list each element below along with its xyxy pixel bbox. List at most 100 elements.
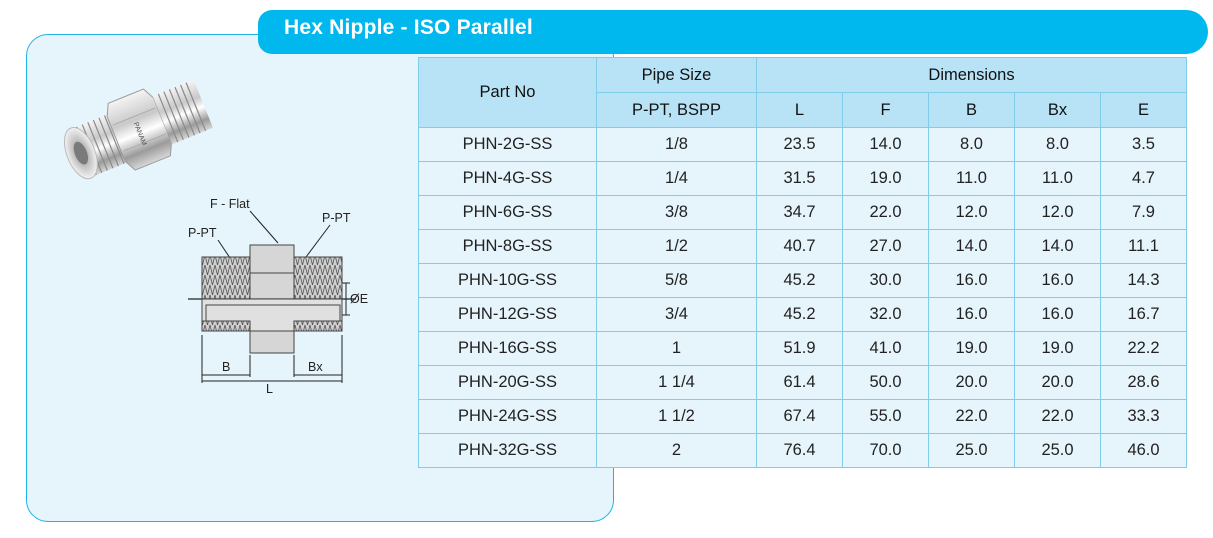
cell-b: 22.0: [928, 399, 1015, 434]
cell-e: 46.0: [1099, 433, 1188, 468]
cell-e: 33.3: [1099, 399, 1188, 434]
cell-f: 27.0: [842, 229, 929, 264]
cross-section-diagram: F - Flat P-PT P-PT ØE B Bx L: [188, 197, 368, 395]
cell-f: 41.0: [842, 331, 929, 366]
cell-l: 31.5: [756, 161, 843, 196]
cell-bx: 20.0: [1014, 365, 1101, 400]
dimension-table-wrap: Part No Pipe Size Dimensions P-PT, BSPP …: [418, 57, 1188, 468]
cell-e: 7.9: [1099, 195, 1188, 230]
table-row: PHN-8G-SS 1/2 40.7 27.0 14.0 14.0 11.1: [418, 229, 1188, 264]
header-dim-f: F: [842, 92, 929, 128]
page-title: Hex Nipple - ISO Parallel: [284, 16, 533, 39]
header-dim-l: L: [756, 92, 843, 128]
cell-part-no: PHN-4G-SS: [418, 161, 597, 196]
dimension-table: Part No Pipe Size Dimensions P-PT, BSPP …: [418, 57, 1188, 468]
cell-l: 45.2: [756, 263, 843, 298]
hex-body: [249, 244, 295, 300]
cell-b: 14.0: [928, 229, 1015, 264]
p-pt-right-leader: [305, 224, 331, 258]
cell-b: 11.0: [928, 161, 1015, 196]
bx-label: Bx: [308, 360, 323, 374]
table-row: PHN-6G-SS 3/8 34.7 22.0 12.0 12.0 7.9: [418, 195, 1188, 230]
cell-l: 51.9: [756, 331, 843, 366]
cell-e: 3.5: [1099, 127, 1188, 162]
oe-label: ØE: [350, 292, 368, 306]
cell-pipe: 3/8: [596, 195, 757, 230]
cell-l: 45.2: [756, 297, 843, 332]
right-thread: [293, 256, 343, 300]
cell-f: 50.0: [842, 365, 929, 400]
cell-f: 70.0: [842, 433, 929, 468]
cell-part-no: PHN-20G-SS: [418, 365, 597, 400]
cell-bx: 12.0: [1014, 195, 1101, 230]
cell-bx: 11.0: [1014, 161, 1101, 196]
cell-pipe: 1/8: [596, 127, 757, 162]
cell-b: 16.0: [928, 297, 1015, 332]
table-row: PHN-16G-SS 1 51.9 41.0 19.0 19.0 22.2: [418, 331, 1188, 366]
header-pipe-size: Pipe Size: [596, 57, 757, 93]
cell-bx: 22.0: [1014, 399, 1101, 434]
cell-bx: 16.0: [1014, 263, 1101, 298]
cell-b: 20.0: [928, 365, 1015, 400]
cell-l: 40.7: [756, 229, 843, 264]
title-bar: [258, 10, 1208, 54]
header-part-no: Part No: [418, 57, 597, 128]
header-dim-bx: Bx: [1014, 92, 1101, 128]
cell-f: 14.0: [842, 127, 929, 162]
cell-e: 22.2: [1099, 331, 1188, 366]
cell-bx: 14.0: [1014, 229, 1101, 264]
cell-pipe: 1 1/4: [596, 365, 757, 400]
cell-e: 11.1: [1099, 229, 1188, 264]
cell-pipe: 1 1/2: [596, 399, 757, 434]
cell-bx: 25.0: [1014, 433, 1101, 468]
cell-part-no: PHN-6G-SS: [418, 195, 597, 230]
cell-f: 30.0: [842, 263, 929, 298]
cell-part-no: PHN-10G-SS: [418, 263, 597, 298]
cell-l: 61.4: [756, 365, 843, 400]
cell-l: 67.4: [756, 399, 843, 434]
cell-bx: 8.0: [1014, 127, 1101, 162]
header-dim-e: E: [1099, 92, 1188, 128]
left-thread: [201, 256, 251, 300]
cell-e: 14.3: [1099, 263, 1188, 298]
p-pt-right-label: P-PT: [322, 211, 351, 225]
l-label: L: [266, 382, 273, 395]
cell-e: 28.6: [1099, 365, 1188, 400]
header-dim-b: B: [928, 92, 1015, 128]
f-flat-label: F - Flat: [210, 197, 250, 211]
table-row: PHN-4G-SS 1/4 31.5 19.0 11.0 11.0 4.7: [418, 161, 1188, 196]
cell-f: 22.0: [842, 195, 929, 230]
cell-f: 32.0: [842, 297, 929, 332]
cell-pipe: 2: [596, 433, 757, 468]
cell-pipe: 1/4: [596, 161, 757, 196]
cell-pipe: 3/4: [596, 297, 757, 332]
cell-part-no: PHN-24G-SS: [418, 399, 597, 434]
cell-part-no: PHN-32G-SS: [418, 433, 597, 468]
f-flat-leader: [249, 210, 279, 244]
cell-b: 16.0: [928, 263, 1015, 298]
table-row: PHN-10G-SS 5/8 45.2 30.0 16.0 16.0 14.3: [418, 263, 1188, 298]
cell-e: 4.7: [1099, 161, 1188, 196]
cell-bx: 19.0: [1014, 331, 1101, 366]
cell-pipe: 5/8: [596, 263, 757, 298]
table-row: PHN-2G-SS 1/8 23.5 14.0 8.0 8.0 3.5: [418, 127, 1188, 162]
b-label: B: [222, 360, 230, 374]
cell-b: 25.0: [928, 433, 1015, 468]
p-pt-left-label: P-PT: [188, 226, 217, 240]
cell-l: 76.4: [756, 433, 843, 468]
cell-part-no: PHN-16G-SS: [418, 331, 597, 366]
cell-l: 34.7: [756, 195, 843, 230]
hex-nipple-photo-icon: PANAM: [63, 79, 214, 180]
cell-f: 19.0: [842, 161, 929, 196]
cell-part-no: PHN-8G-SS: [418, 229, 597, 264]
cell-b: 19.0: [928, 331, 1015, 366]
cell-l: 23.5: [756, 127, 843, 162]
cell-part-no: PHN-12G-SS: [418, 297, 597, 332]
table-row: PHN-24G-SS 1 1/2 67.4 55.0 22.0 22.0 33.…: [418, 399, 1188, 434]
cell-b: 12.0: [928, 195, 1015, 230]
cell-pipe: 1/2: [596, 229, 757, 264]
header-pipe-size-sub: P-PT, BSPP: [596, 92, 757, 128]
table-row: PHN-20G-SS 1 1/4 61.4 50.0 20.0 20.0 28.…: [418, 365, 1188, 400]
table-row: PHN-12G-SS 3/4 45.2 32.0 16.0 16.0 16.7: [418, 297, 1188, 332]
cell-e: 16.7: [1099, 297, 1188, 332]
